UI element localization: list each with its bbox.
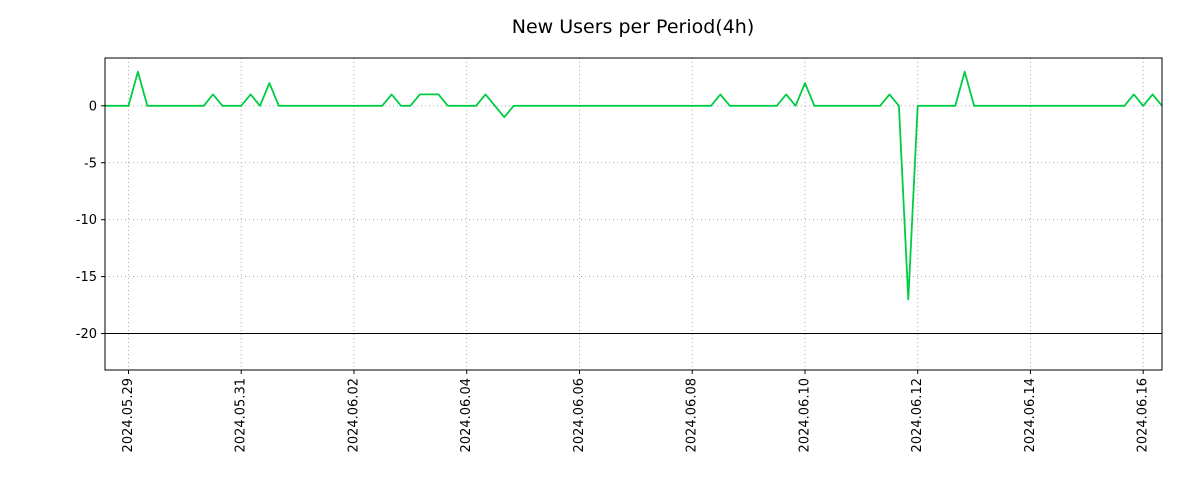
chart-title: New Users per Period(4h) — [512, 16, 755, 38]
x-tick-label: 2024.06.08 — [685, 378, 700, 452]
grid-layer — [105, 58, 1162, 370]
x-tick-label: 2024.05.31 — [234, 378, 249, 452]
y-tick-label: -10 — [76, 213, 97, 228]
series-layer — [105, 70, 1162, 301]
x-tick-label: 2024.06.02 — [346, 378, 361, 452]
x-tick-label: 2024.05.29 — [121, 378, 136, 452]
y-tick-label: 0 — [89, 99, 97, 114]
x-tick-label: 2024.06.12 — [910, 378, 925, 452]
label-layer: 2024.05.29 2024.05.31 2024.06.02 2024.06.04… — [76, 99, 1151, 452]
axis-layer — [101, 57, 1163, 374]
series-line — [105, 70, 1162, 301]
x-tick-label: 2024.06.16 — [1136, 378, 1151, 452]
y-tick-label: -15 — [76, 270, 97, 285]
y-tick-label: -20 — [76, 327, 97, 342]
plot-border — [104, 57, 1163, 371]
x-tick-label: 2024.06.04 — [459, 378, 474, 452]
y-tick-label: -5 — [84, 156, 97, 171]
x-tick-label: 2024.06.14 — [1023, 378, 1038, 452]
x-tick-label: 2024.06.06 — [572, 378, 587, 452]
x-tick-label: 2024.06.10 — [797, 378, 812, 452]
